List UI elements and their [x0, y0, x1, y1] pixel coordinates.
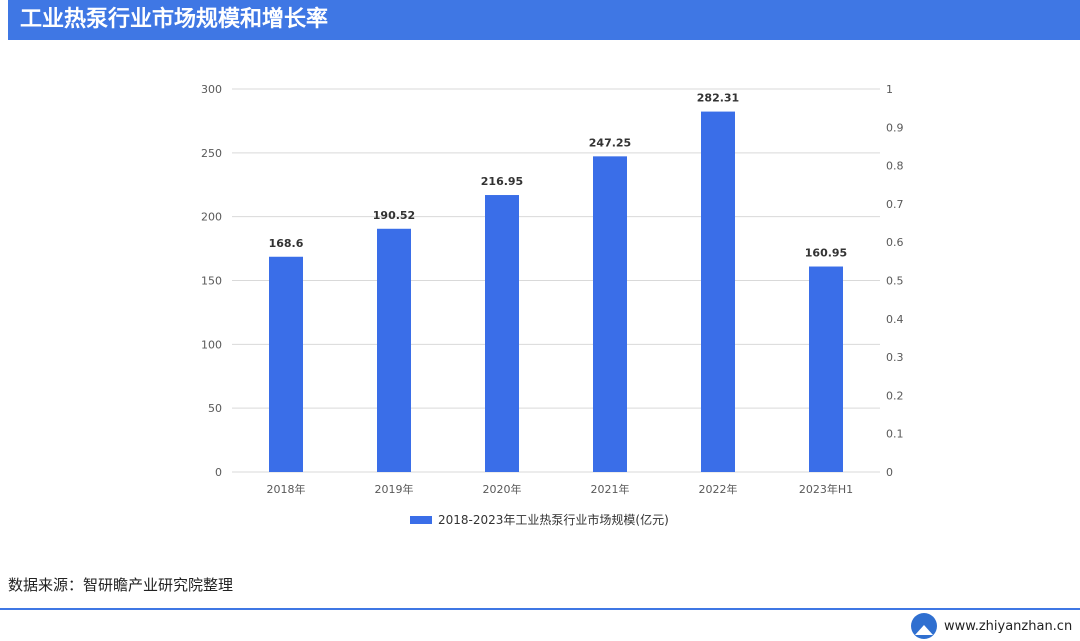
y-left-tick-label: 50	[208, 402, 222, 415]
y-right-tick-label: 0.6	[886, 236, 904, 249]
data-label: 216.95	[481, 175, 523, 188]
y-left-tick-label: 200	[201, 211, 222, 224]
y-left-tick-label: 100	[201, 338, 222, 351]
zhiyanzhan-logo-icon	[911, 613, 937, 639]
page-title: 工业热泵行业市场规模和增长率	[20, 7, 329, 32]
x-tick-label: 2019年	[375, 482, 414, 496]
data-label: 160.95	[805, 247, 847, 260]
bar	[593, 156, 627, 472]
title-banner: 工业热泵行业市场规模和增长率	[0, 0, 1080, 40]
bar	[377, 228, 411, 472]
data-label: 282.31	[697, 92, 739, 105]
y-right-tick-label: 0.9	[886, 121, 904, 134]
y-left-tick-label: 150	[201, 275, 222, 288]
footer-divider	[0, 608, 1080, 610]
y-right-tick-label: 0.7	[886, 198, 904, 211]
y-right-tick-label: 0	[886, 466, 893, 479]
y-left-tick-label: 300	[201, 83, 222, 96]
y-left-tick-label: 0	[215, 466, 222, 479]
bar	[269, 256, 303, 472]
x-tick-label: 2022年	[699, 482, 738, 496]
y-left-tick-label: 250	[201, 147, 222, 160]
y-right-tick-label: 0.2	[886, 389, 904, 402]
website-url: www.zhiyanzhan.cn	[944, 619, 1073, 634]
bar	[485, 195, 519, 472]
bar	[809, 266, 843, 472]
x-tick-label: 2021年	[591, 482, 630, 496]
y-right-tick-label: 0.8	[886, 160, 904, 173]
y-right-tick-label: 0.4	[886, 313, 904, 326]
x-tick-label: 2020年	[483, 482, 522, 496]
data-source-note: 数据来源：智研瞻产业研究院整理	[8, 576, 234, 594]
x-tick-label: 2018年	[267, 482, 306, 496]
bar	[701, 111, 735, 473]
title-accent-bar	[0, 0, 8, 40]
data-label: 168.6	[269, 237, 304, 250]
y-right-tick-label: 0.5	[886, 275, 904, 288]
market-size-bar-chart: 0 50 100 150 200 250 300 0 0.1 0.2 0.3 0.4 0.5 0.6 0.7…	[201, 83, 904, 527]
legend-label: 2018-2023年工业热泵行业市场规模(亿元)	[438, 512, 669, 527]
y-right-tick-label: 0.1	[886, 428, 904, 441]
y-right-tick-label: 0.3	[886, 351, 904, 364]
y-right-tick-label: 1	[886, 83, 893, 96]
x-tick-label: 2023年H1	[799, 482, 853, 496]
data-label: 190.52	[373, 209, 415, 222]
legend-swatch	[410, 516, 432, 524]
data-label: 247.25	[589, 136, 631, 149]
